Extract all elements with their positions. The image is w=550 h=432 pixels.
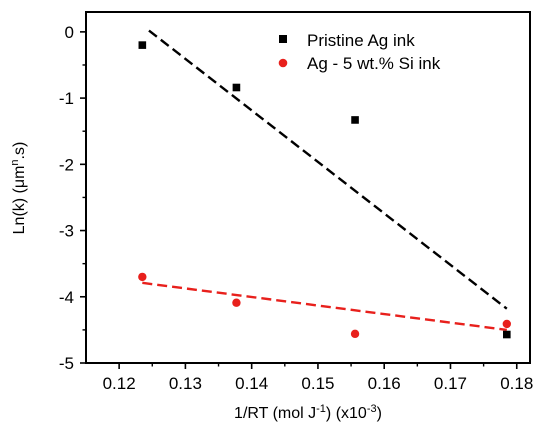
y-tick-label: -2 xyxy=(59,155,74,174)
x-tick-label: 0.13 xyxy=(169,374,202,393)
data-point-series-1 xyxy=(502,319,512,329)
data-point-series-0 xyxy=(138,41,147,49)
legend-marker-si xyxy=(278,58,288,68)
x-tick-label: 0.12 xyxy=(103,374,136,393)
x-tick-label: 0.15 xyxy=(301,374,334,393)
x-axis-title: 1/RT (mol J-1) (x10-3) xyxy=(234,403,382,422)
y-tick-label: -1 xyxy=(59,89,74,108)
data-points xyxy=(138,41,512,339)
data-point-series-1 xyxy=(232,298,241,307)
y-tick-label: -4 xyxy=(59,288,74,307)
y-axis-title: Ln(k) (μmn.s) xyxy=(9,142,28,235)
y-tick-label: 0 xyxy=(65,23,74,42)
data-point-series-0 xyxy=(232,83,241,92)
y-axis-ticks: 0 -1 -2 -3 -4 -5 xyxy=(59,23,86,373)
fit-lines xyxy=(142,29,508,332)
x-tick-label: 0.18 xyxy=(500,374,533,393)
x-tick-label: 0.16 xyxy=(368,374,401,393)
data-point-series-1 xyxy=(138,272,147,282)
data-point-series-0 xyxy=(351,116,359,124)
plot-frame xyxy=(85,11,531,364)
legend-label-si: Ag - 5 wt.% Si ink xyxy=(307,54,441,73)
x-axis-ticks: 0.12 0.13 0.14 0.15 0.16 0.17 0.18 xyxy=(103,363,533,393)
legend: Pristine Ag ink Ag - 5 wt.% Si ink xyxy=(278,31,441,73)
x-tick-label: 0.17 xyxy=(434,374,467,393)
fit-line-series-1 xyxy=(142,281,507,332)
data-point-series-1 xyxy=(350,329,360,339)
x-tick-label: 0.14 xyxy=(235,374,268,393)
data-point-series-0 xyxy=(503,330,511,339)
y-tick-label: -5 xyxy=(59,354,74,373)
y-tick-label: -3 xyxy=(59,222,74,241)
fit-line-series-0 xyxy=(148,29,508,310)
legend-marker-pristine xyxy=(279,35,287,43)
legend-label-pristine: Pristine Ag ink xyxy=(307,31,415,50)
